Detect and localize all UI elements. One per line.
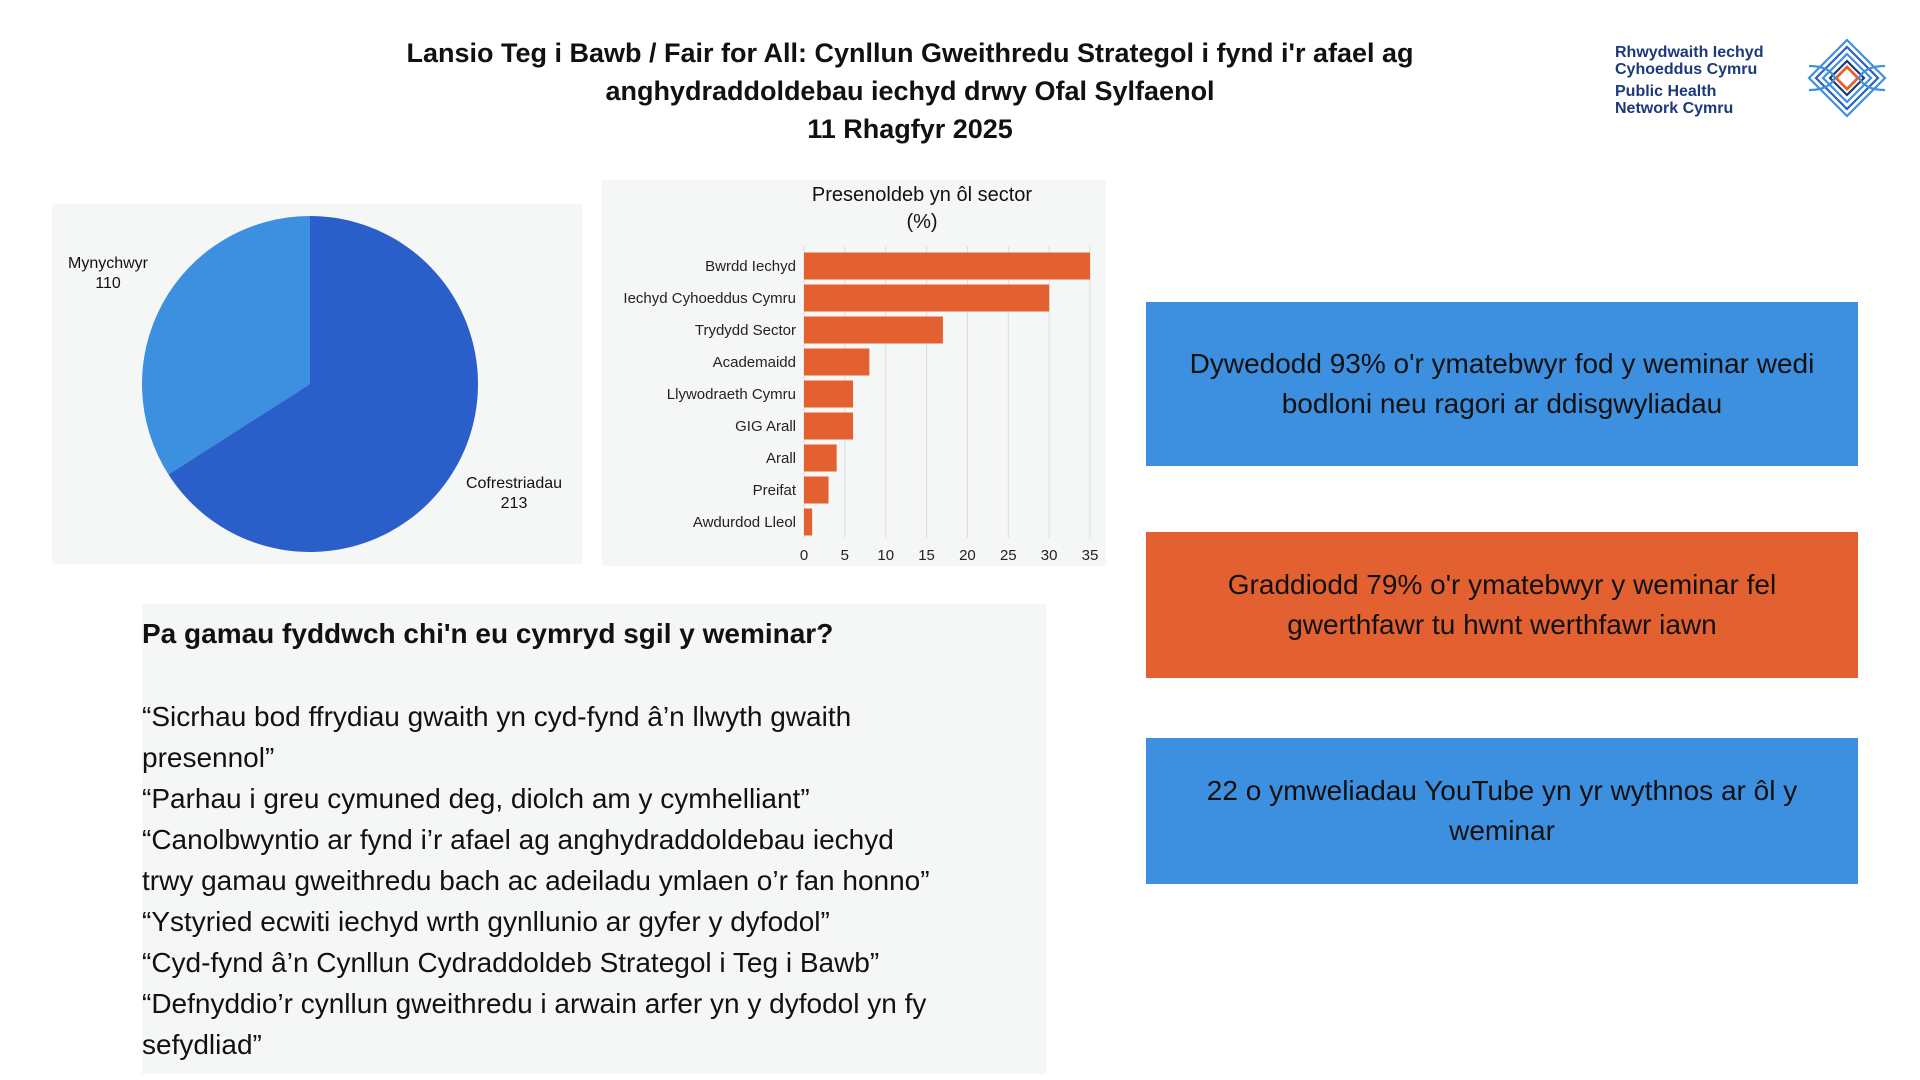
y-category-label: Academaidd [713, 354, 796, 371]
logo-text: Rhwydwaith Iechyd Cyhoeddus Cymru Public… [1615, 44, 1820, 117]
y-category-label: Llywodraeth Cymru [667, 386, 796, 403]
x-tick-label: 20 [959, 547, 976, 564]
logo-line-3: Public Health [1615, 83, 1717, 100]
bar-chart-subtitle: (%) [906, 211, 938, 233]
x-tick-label: 15 [918, 547, 935, 564]
bar-preifat [804, 476, 829, 504]
title-line-1: Lansio Teg i Bawb / Fair for All: Cynllu… [406, 38, 1414, 68]
page-title: Lansio Teg i Bawb / Fair for All: Cynllu… [300, 34, 1520, 148]
y-category-label: Iechyd Cyhoeddus Cymru [623, 290, 796, 307]
x-tick-label: 35 [1082, 547, 1099, 564]
feedback-panel: Pa gamau fyddwch chi'n eu cymryd sgil y … [142, 604, 1046, 1074]
feedback-quote-line: trwy gamau gweithredu bach ac adeiladu y… [142, 865, 930, 896]
bar-gig-arall [804, 412, 854, 440]
bar-arall [804, 444, 837, 472]
pie-slice-cofrestriadau [168, 216, 478, 552]
pie-label-name: Mynychwyr [67, 255, 148, 272]
bar-bwrdd-iechyd [804, 252, 1090, 280]
y-category-label: Preifat [753, 482, 797, 499]
pie-chart-panel: Mynychwyr 110 Cofrestriadau 213 [52, 204, 582, 564]
pie-label-name: Cofrestriadau [465, 475, 563, 492]
y-category-label: Bwrdd Iechyd [705, 258, 796, 275]
title-line-2: anghydraddoldebau iechyd drwy Ofal Sylfa… [605, 76, 1215, 106]
event-date: 11 Rhagfyr 2025 [807, 114, 1013, 144]
bar-chart-title-text: Presenoldeb yn ôl sector [811, 184, 1033, 206]
bar-chart: 0 5 10 15 20 25 30 35 Bwrdd Iechyd Iechyd Cyhoedd… [623, 246, 1099, 564]
network-diamond-icon [1807, 38, 1887, 118]
feedback-quotes: “Sicrhau bod ffrydiau gwaith yn cyd-fynd… [142, 696, 1046, 1065]
x-tick-label: 30 [1041, 547, 1058, 564]
bar-trydydd-sector [804, 316, 943, 344]
bar-chart-panel: Presenoldeb yn ôl sector (%) 0 5 10 15 20 25 3… [602, 180, 1106, 566]
feedback-quote-line: sefydliad” [142, 1029, 262, 1060]
x-tick-label: 5 [841, 547, 849, 564]
feedback-quote-line: “Sicrhau bod ffrydiau gwaith yn cyd-fynd… [142, 701, 852, 732]
pie-label-value: 110 [95, 275, 121, 292]
bar-iechyd-cyhoeddus-cymru [804, 284, 1050, 312]
x-tick-label: 10 [877, 547, 894, 564]
feedback-heading: Pa gamau fyddwch chi'n eu cymryd sgil y … [142, 618, 834, 649]
logo-line-1: Rhwydwaith Iechyd [1615, 44, 1764, 61]
bar-llywodraeth-cymru [804, 380, 854, 408]
y-category-label: Arall [766, 450, 796, 467]
feedback-quote-line: presennol” [142, 742, 275, 773]
bar-chart-title: Presenoldeb yn ôl sector (%) [772, 182, 1072, 236]
bar-academaidd [804, 348, 870, 376]
feedback-quote-line: “Defnyddio’r cynllun gweithredu i arwain… [142, 988, 927, 1019]
stat-box-satisfaction: Dywedodd 93% o'r ymatebwyr fod y weminar… [1146, 302, 1858, 466]
logo: Rhwydwaith Iechyd Cyhoeddus Cymru Public… [1615, 36, 1895, 126]
y-category-label: GIG Arall [735, 418, 796, 435]
x-tick-label: 25 [1000, 547, 1017, 564]
x-tick-label: 0 [800, 547, 808, 564]
pie-label-mynychwyr: Mynychwyr 110 [58, 254, 158, 294]
feedback-quote-line: “Cyd-fynd â’n Cynllun Cydraddoldeb Strat… [142, 947, 880, 978]
pie-slice-mynychwyr [141, 216, 310, 475]
pie-label-value: 213 [500, 495, 528, 512]
stat-box-value-rating: Graddiodd 79% o'r ymatebwyr y weminar fe… [1146, 532, 1858, 678]
y-category-label: Awdurdod Lleol [693, 514, 796, 531]
bar-awdurdod-lleol [804, 508, 813, 536]
feedback-quote-line: “Ystyried ecwiti iechyd wrth gynllunio a… [142, 906, 830, 937]
stat-box-youtube-views: 22 o ymweliadau YouTube yn yr wythnos ar… [1146, 738, 1858, 884]
feedback-quote-line: “Parhau i greu cymuned deg, diolch am y … [142, 783, 810, 814]
feedback-quote-line: “Canolbwyntio ar fynd i’r afael ag anghy… [142, 824, 894, 855]
logo-line-4: Network Cymru [1615, 100, 1734, 117]
logo-line-2: Cyhoeddus Cymru [1615, 61, 1758, 78]
pie-label-cofrestriadau: Cofrestriadau 213 [452, 474, 576, 514]
y-category-label: Trydydd Sector [695, 322, 796, 339]
pie-chart [141, 216, 478, 552]
